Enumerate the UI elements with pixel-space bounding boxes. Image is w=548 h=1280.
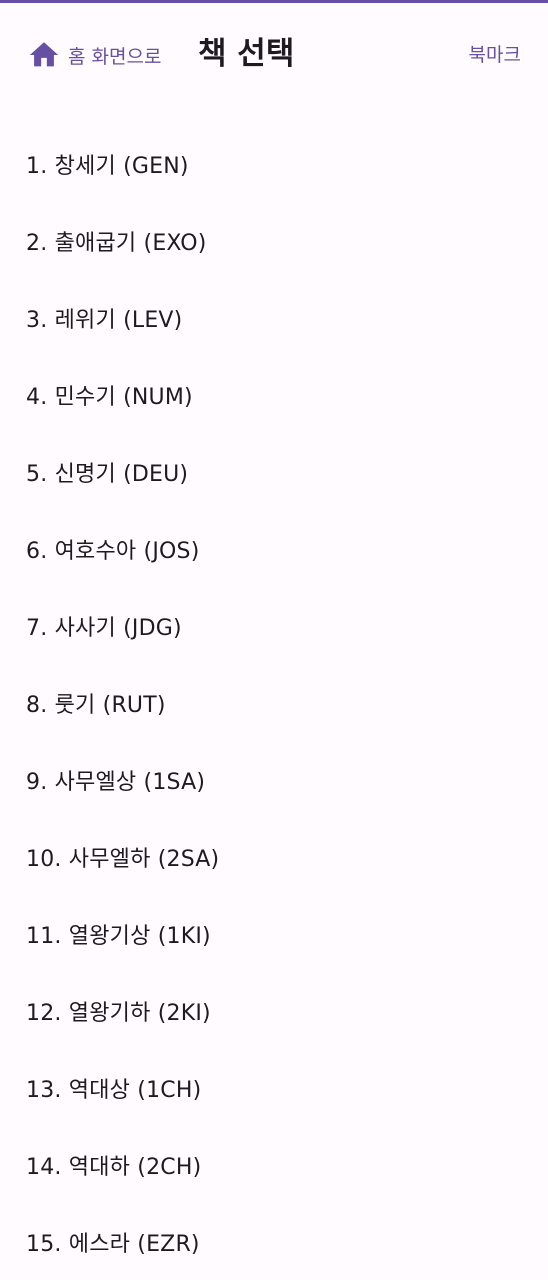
- book-item-exo[interactable]: 2. 출애굽기 (EXO): [26, 230, 207, 256]
- home-button[interactable]: 홈 화면으로: [26, 35, 161, 75]
- book-item-num[interactable]: 4. 민수기 (NUM): [26, 384, 193, 410]
- book-item-jos[interactable]: 6. 여호수아 (JOS): [26, 538, 200, 564]
- book-item-ezr[interactable]: 15. 에스라 (EZR): [26, 1231, 200, 1257]
- book-item-gen[interactable]: 1. 창세기 (GEN): [26, 153, 189, 179]
- top-accent-bar: [0, 0, 548, 3]
- book-list: 1. 창세기 (GEN) 2. 출애굽기 (EXO) 3. 레위기 (LEV) …: [0, 125, 548, 1280]
- book-item-1ki[interactable]: 11. 열왕기상 (1KI): [26, 923, 211, 949]
- header: 홈 화면으로 책 선택 북마크: [0, 3, 548, 100]
- book-item-2ch[interactable]: 14. 역대하 (2CH): [26, 1154, 202, 1180]
- book-item-1sa[interactable]: 9. 사무엘상 (1SA): [26, 769, 206, 795]
- home-label: 홈 화면으로: [68, 45, 162, 68]
- home-icon: [26, 37, 62, 73]
- book-item-jdg[interactable]: 7. 사사기 (JDG): [26, 615, 182, 641]
- book-item-1ch[interactable]: 13. 역대상 (1CH): [26, 1077, 202, 1103]
- book-item-deu[interactable]: 5. 신명기 (DEU): [26, 461, 189, 487]
- bookmark-button[interactable]: 북마크: [468, 44, 521, 66]
- book-item-rut[interactable]: 8. 룻기 (RUT): [26, 692, 166, 718]
- book-item-lev[interactable]: 3. 레위기 (LEV): [26, 307, 183, 333]
- book-item-2ki[interactable]: 12. 열왕기하 (2KI): [26, 1000, 211, 1026]
- book-item-2sa[interactable]: 10. 사무엘하 (2SA): [26, 846, 220, 872]
- page-title: 책 선택: [198, 36, 295, 72]
